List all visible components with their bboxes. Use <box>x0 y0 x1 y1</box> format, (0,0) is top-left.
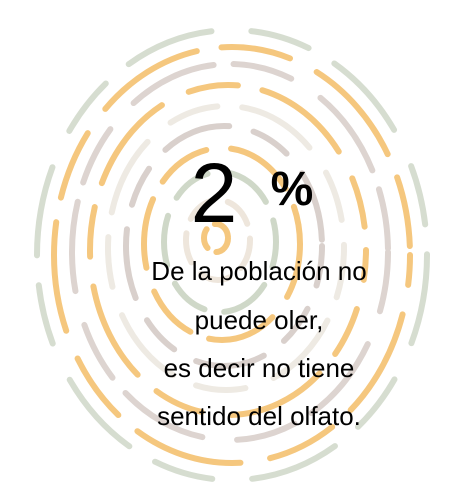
caption-line: sentido del olfato. <box>157 401 361 431</box>
caption-line: De la población no <box>151 256 366 286</box>
caption-line: es decir no tiene <box>164 353 355 383</box>
ring <box>72 64 388 440</box>
caption-line: puede oler, <box>195 305 324 335</box>
infographic: 2 % De la población no puede oler, es de… <box>0 0 458 491</box>
stat-symbol: % <box>271 163 314 216</box>
stat-number: 2 <box>191 146 238 240</box>
